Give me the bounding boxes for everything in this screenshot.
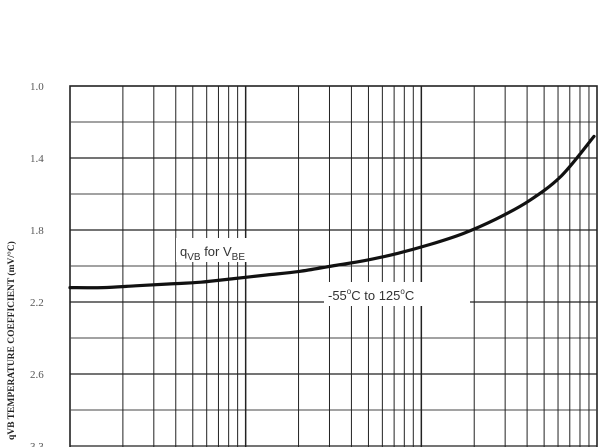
y-tick-label: 2.6 (30, 369, 44, 381)
plot-frame (69, 85, 598, 447)
y-tick-label: 1.8 (30, 225, 44, 237)
series-line-qvb (68, 134, 596, 290)
y-ticks: 1.0 1.4 1.8 2.2 2.6 3.3 (30, 81, 44, 447)
y-tick-label: 2.2 (30, 297, 44, 309)
annotation-bg (176, 238, 296, 262)
y-tick-label: 1.4 (30, 153, 44, 165)
y-axis-label: qVB TEMPERATURE COEFFICIENT (mV/°C) (6, 241, 17, 440)
annotation-bg (324, 282, 470, 306)
y-tick-label: 3.3 (30, 441, 44, 447)
y-tick-label: 1.0 (30, 81, 44, 93)
annotations: qVB for VBE -55oC to 125oC (176, 238, 470, 306)
series-label-qvb: qVB for VBE (180, 244, 245, 263)
grid (69, 85, 598, 447)
temp-range-label: -55oC to 125oC (328, 287, 414, 303)
